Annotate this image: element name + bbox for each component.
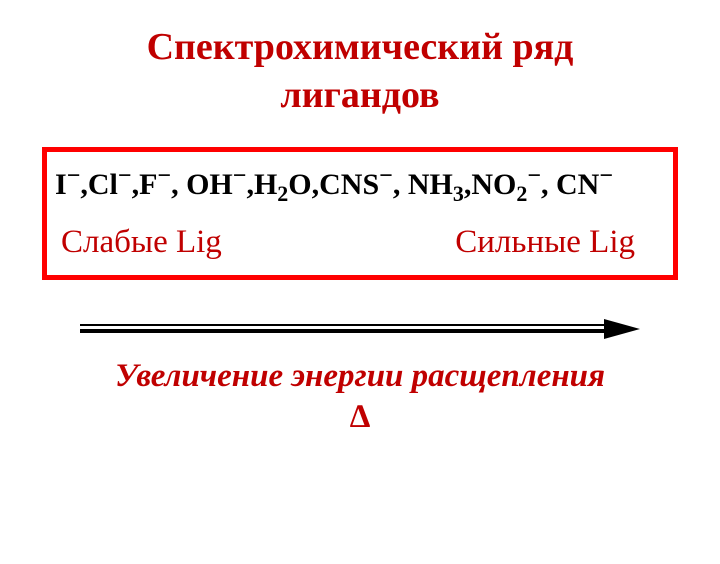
ligand-item: OH− [186,168,246,201]
title-line-2: лигандов [0,72,720,120]
superscript-charge: − [379,163,393,189]
subscript: 3 [453,181,464,206]
strength-labels-row: Слабые Lig Сильные Lig [55,224,665,261]
ligand-item: CNS− [319,168,393,201]
ligand-item: NH3 [408,168,464,201]
ligand-item: O [288,168,311,201]
caption-block: Увеличение энергии расщепления ∆ [0,356,720,439]
superscript-charge: − [233,163,247,189]
caption-line-1: Увеличение энергии расщепления [0,356,720,397]
ligand-series-box: I−,Cl−,F−, OH−,H2O,CNS−, NH3,NO2−, CN− С… [42,147,678,280]
title-line-1: Спектрохимический ряд [0,24,720,72]
subscript: 2 [277,181,288,206]
ligand-item: H2 [254,168,288,201]
superscript-charge: − [118,163,132,189]
strong-ligand-label: Сильные Lig [455,224,635,261]
arrow-icon [80,316,640,342]
ligand-item: NO2− [471,168,541,201]
superscript-charge: − [157,163,171,189]
arrow-container [80,316,640,342]
ligand-item: F− [139,168,171,201]
superscript-charge: − [527,163,541,189]
ligand-item: I− [55,168,80,201]
superscript-charge: − [67,163,81,189]
ligand-item: Cl− [88,168,132,201]
weak-ligand-label: Слабые Lig [61,224,222,261]
ligand-formula-row: I−,Cl−,F−, OH−,H2O,CNS−, NH3,NO2−, CN− [55,158,665,210]
caption-delta: ∆ [0,397,720,438]
ligand-item: CN− [556,168,613,201]
subscript: 2 [516,181,527,206]
page-title: Спектрохимический ряд лигандов [0,24,720,119]
superscript-charge: − [599,163,613,189]
